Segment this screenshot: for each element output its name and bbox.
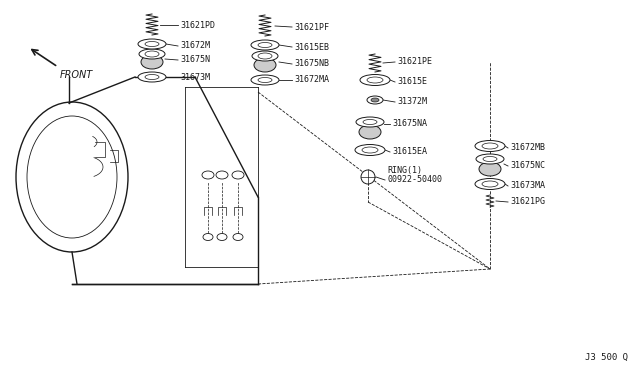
Ellipse shape xyxy=(145,42,159,46)
Ellipse shape xyxy=(482,143,498,149)
Text: FRONT: FRONT xyxy=(60,70,93,80)
Ellipse shape xyxy=(361,170,375,184)
Text: 31621PD: 31621PD xyxy=(180,20,215,29)
Ellipse shape xyxy=(251,40,279,50)
Ellipse shape xyxy=(145,51,159,57)
Text: 31673M: 31673M xyxy=(180,73,210,81)
Ellipse shape xyxy=(362,147,378,153)
Ellipse shape xyxy=(367,77,383,83)
Ellipse shape xyxy=(483,157,497,161)
Text: 31621PF: 31621PF xyxy=(294,22,329,32)
Text: 31675N: 31675N xyxy=(180,55,210,64)
Ellipse shape xyxy=(138,39,166,49)
Ellipse shape xyxy=(254,58,276,72)
Ellipse shape xyxy=(138,72,166,82)
Text: 31372M: 31372M xyxy=(397,97,427,106)
Ellipse shape xyxy=(476,154,504,164)
Ellipse shape xyxy=(367,96,383,104)
Ellipse shape xyxy=(145,74,159,80)
Text: 31673MA: 31673MA xyxy=(510,182,545,190)
Text: 31672M: 31672M xyxy=(180,42,210,51)
Ellipse shape xyxy=(479,162,501,176)
Ellipse shape xyxy=(356,117,384,127)
Text: 00922-50400: 00922-50400 xyxy=(387,176,442,185)
Text: 31615E: 31615E xyxy=(397,77,427,87)
Text: RING(1): RING(1) xyxy=(387,166,422,174)
Ellipse shape xyxy=(141,55,163,69)
Ellipse shape xyxy=(258,53,272,59)
Ellipse shape xyxy=(371,98,379,102)
Text: 31675NC: 31675NC xyxy=(510,161,545,170)
Ellipse shape xyxy=(139,49,165,59)
Ellipse shape xyxy=(475,179,505,189)
Text: 31621PG: 31621PG xyxy=(510,198,545,206)
Text: 31672MB: 31672MB xyxy=(510,144,545,153)
Ellipse shape xyxy=(258,77,272,83)
Ellipse shape xyxy=(359,125,381,139)
Ellipse shape xyxy=(252,51,278,61)
Text: 31621PE: 31621PE xyxy=(397,58,432,67)
Ellipse shape xyxy=(258,42,272,48)
Text: 31615EB: 31615EB xyxy=(294,42,329,51)
Ellipse shape xyxy=(360,74,390,86)
Ellipse shape xyxy=(251,75,279,85)
Text: 31615EA: 31615EA xyxy=(392,148,427,157)
Text: J3 500 Q: J3 500 Q xyxy=(585,353,628,362)
Ellipse shape xyxy=(482,181,498,187)
Text: 31672MA: 31672MA xyxy=(294,76,329,84)
Text: 31675NA: 31675NA xyxy=(392,119,427,128)
Text: 31675NB: 31675NB xyxy=(294,60,329,68)
Ellipse shape xyxy=(475,141,505,151)
Ellipse shape xyxy=(355,144,385,155)
Ellipse shape xyxy=(363,119,377,125)
